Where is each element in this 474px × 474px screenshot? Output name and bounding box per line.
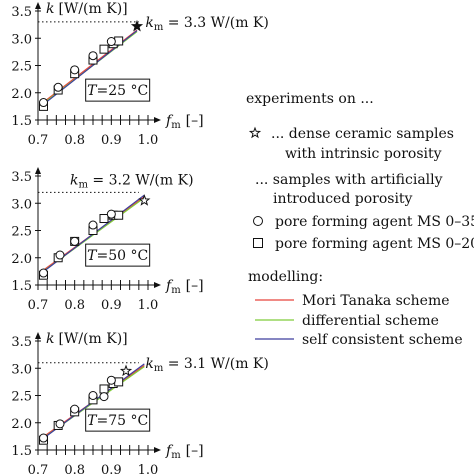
square-marker (114, 36, 124, 46)
circle-marker (99, 392, 109, 402)
x-axis-arrow (154, 447, 161, 453)
panel-2: 1.5 2.0 2.5 3.0 3.5 0.7 0.8 0.9 1.0 fm [–] km = 3.2… (11, 167, 204, 313)
legend-square-label: pore forming agent MS 0–200 (275, 236, 474, 252)
legend-self-consistent-label: self consistent scheme (302, 332, 463, 348)
circle-marker (55, 419, 65, 429)
square-marker (99, 214, 109, 224)
x-tick-label: 1.0 (138, 298, 159, 313)
legend-square-icon (253, 238, 263, 248)
panel-1: 1.5 2.0 2.5 3.0 3.5 0.7 0.8 0.9 1.0 fm [–] k [W/(m K… (11, 1, 269, 148)
temperature-label: T=25 °C (87, 83, 148, 99)
circle-marker (53, 82, 63, 92)
y-axis-label: k [W/(m K)] (46, 331, 128, 347)
star-marker (138, 194, 151, 206)
y-axis-label: k [W/(m K)] (46, 1, 128, 17)
y-tick-label: 3.0 (11, 362, 32, 377)
km-label: km = 3.2 W/(m K) (70, 172, 194, 190)
y-tick-label: 1.5 (11, 279, 32, 294)
y-axis-arrow (35, 332, 41, 339)
x-tick-label: 0.7 (28, 133, 49, 148)
x-axis-label: fm [–] (165, 443, 204, 461)
x-axis-label: fm [–] (165, 278, 204, 296)
x-tick-label: 1.0 (138, 133, 159, 148)
y-tick-label: 2.5 (11, 390, 32, 405)
y-tick-label: 3.5 (11, 5, 32, 20)
y-tick-label: 1.5 (11, 114, 32, 129)
legend-artificial-line1: ... samples with artificially (255, 172, 443, 188)
circle-marker (70, 236, 80, 246)
square-marker (114, 210, 124, 220)
legend-circle-icon (253, 216, 263, 226)
legend: experiments on ... ... dense ceramic samp… (246, 91, 474, 348)
temperature-box (85, 408, 151, 432)
y-tick-label: 2.5 (11, 225, 32, 240)
legend-dense-line2: with intrinsic porosity (285, 146, 442, 162)
x-tick-label: 0.8 (64, 463, 85, 474)
temperature-label: T=75 °C (87, 413, 148, 429)
km-label: km = 3.1 W/(m K) (145, 356, 269, 374)
legend-circle-label: pore forming agent MS 0–350 (275, 214, 474, 230)
temperature-box (85, 243, 151, 267)
circle-marker (88, 51, 98, 61)
y-tick-label: 3.0 (11, 197, 32, 212)
y-tick-label: 2.0 (11, 252, 32, 267)
circle-marker (88, 220, 98, 230)
legend-differential-label: differential scheme (302, 313, 439, 329)
legend-modelling-heading: modelling: (248, 269, 323, 285)
circle-marker (39, 268, 48, 278)
y-tick-label: 1.5 (11, 444, 32, 459)
y-tick-label: 3.5 (11, 170, 32, 185)
x-tick-label: 0.9 (101, 463, 122, 474)
x-tick-label: 0.9 (101, 133, 122, 148)
x-tick-label: 0.9 (101, 298, 122, 313)
circle-marker (39, 433, 48, 443)
x-axis-label: fm [–] (165, 113, 204, 131)
y-tick-label: 2.0 (11, 87, 32, 102)
circle-marker (106, 209, 116, 219)
circle-marker (88, 391, 98, 400)
square-marker (99, 44, 109, 54)
y-tick-label: 2.0 (11, 417, 32, 432)
circle-marker (55, 250, 65, 260)
circle-marker (70, 65, 80, 75)
y-axis-arrow (35, 167, 41, 174)
legend-dense-line1: ... dense ceramic samples (271, 126, 454, 142)
star-marker (119, 364, 133, 377)
x-axis-arrow (154, 117, 161, 123)
x-axis-arrow (154, 282, 161, 288)
temperature-label: T=50 °C (87, 248, 148, 264)
legend-experiments-heading: experiments on ... (246, 91, 374, 107)
circle-marker (39, 98, 48, 108)
x-tick-label: 0.7 (28, 463, 49, 474)
star-marker (130, 19, 144, 32)
y-tick-label: 3.0 (11, 32, 32, 47)
x-tick-label: 0.8 (64, 298, 85, 313)
y-tick-label: 3.5 (11, 335, 32, 350)
km-label: km = 3.3 W/(m K) (145, 15, 269, 33)
y-tick-label: 2.5 (11, 60, 32, 75)
x-tick-label: 0.8 (64, 133, 85, 148)
legend-star-icon (248, 126, 262, 139)
legend-artificial-line2: introduced porosity (273, 191, 413, 207)
legend-mori-label: Mori Tanaka scheme (302, 293, 450, 309)
square-marker (99, 384, 109, 394)
x-tick-label: 0.7 (28, 298, 49, 313)
circle-marker (106, 375, 116, 385)
temperature-box (85, 78, 151, 102)
panel-3: 1.5 2.0 2.5 3.0 3.5 0.7 0.8 0.9 1.0 fm [–] k [W/(m K… (11, 331, 269, 474)
square-marker (114, 377, 124, 387)
circle-marker (106, 37, 116, 47)
x-tick-label: 1.0 (138, 463, 159, 474)
circle-marker (70, 404, 80, 414)
y-axis-arrow (35, 2, 41, 9)
